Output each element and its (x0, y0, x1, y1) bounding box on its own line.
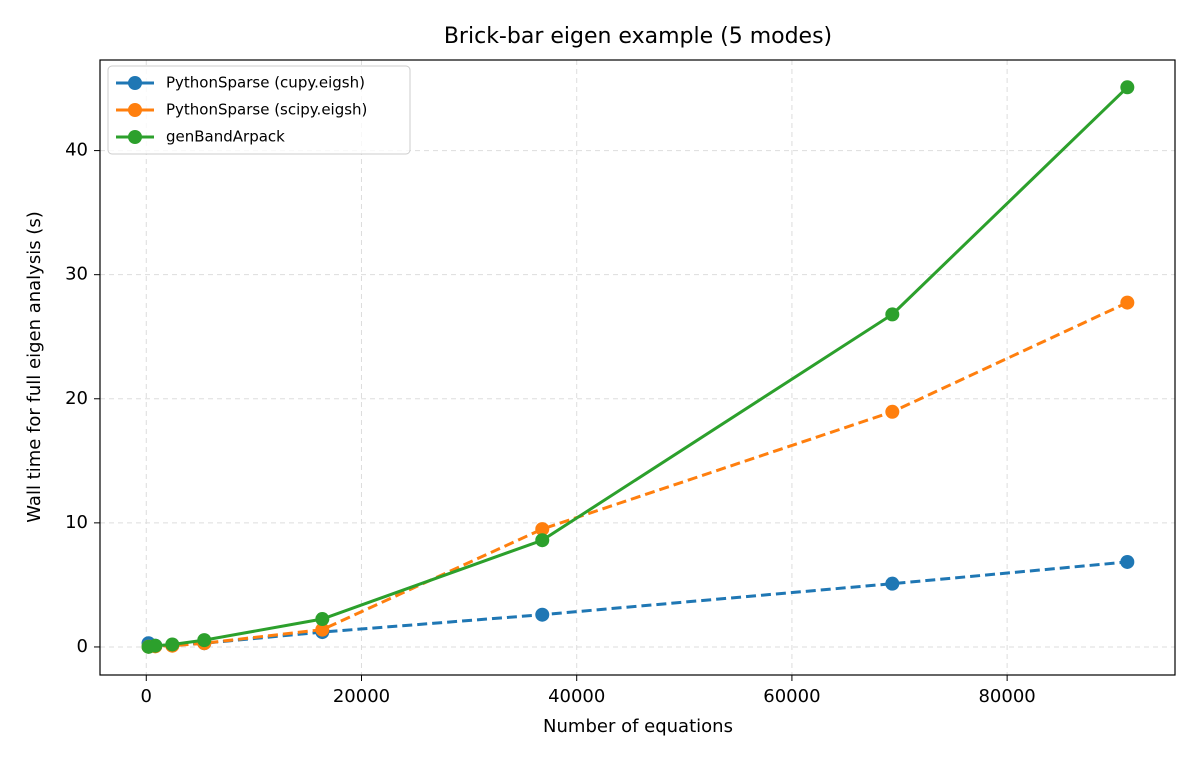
legend-marker (128, 76, 142, 90)
data-point (885, 307, 900, 322)
data-point (315, 622, 330, 637)
legend-label: genBandArpack (166, 128, 285, 146)
data-point (885, 404, 900, 419)
y-tick-label: 10 (65, 512, 88, 533)
x-tick-label: 20000 (333, 686, 390, 707)
x-axis-label: Number of equations (543, 716, 733, 737)
chart-title: Brick-bar eigen example (5 modes) (444, 24, 832, 49)
legend-marker (128, 103, 142, 117)
data-point (535, 607, 550, 622)
y-tick-label: 20 (65, 388, 88, 409)
legend-label: PythonSparse (cupy.eigsh) (166, 74, 365, 92)
data-point (197, 633, 212, 648)
data-point (1120, 295, 1135, 310)
x-tick-label: 60000 (763, 686, 820, 707)
legend-label: PythonSparse (scipy.eigsh) (166, 101, 367, 119)
y-tick-label: 0 (77, 636, 88, 657)
legend-marker (128, 130, 142, 144)
y-tick-label: 30 (65, 264, 88, 285)
data-point (315, 612, 330, 627)
data-point (885, 576, 900, 591)
plot-frame (99, 59, 1176, 676)
y-axis-label: Wall time for full eigen analysis (s) (24, 211, 45, 522)
data-point (535, 522, 550, 537)
legend-box (107, 65, 411, 155)
x-tick-label: 0 (141, 686, 152, 707)
data-point (1120, 554, 1135, 569)
data-point (1120, 80, 1135, 95)
data-point (148, 638, 163, 653)
x-tick-label: 40000 (548, 686, 605, 707)
data-point (535, 533, 550, 548)
y-tick-label: 40 (65, 140, 88, 161)
data-point (165, 637, 180, 652)
x-tick-label: 80000 (978, 686, 1035, 707)
